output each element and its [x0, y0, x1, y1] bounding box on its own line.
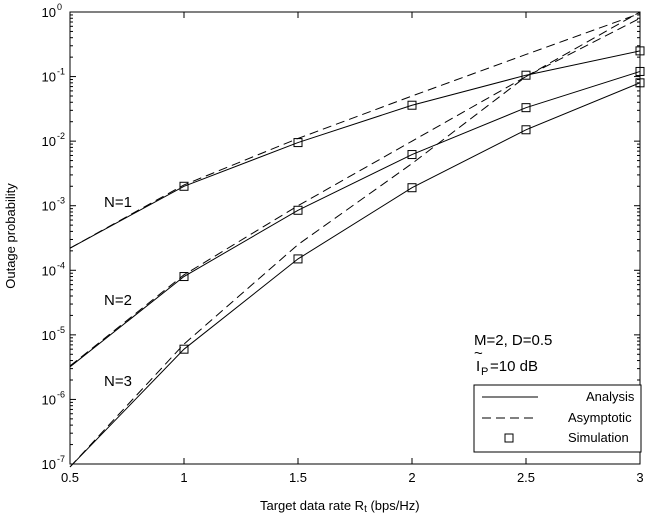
curve-label-n3: N=3	[104, 373, 132, 390]
simulation-marker-n1	[293, 138, 303, 148]
analysis-line-n2	[69, 70, 641, 368]
x-tick-label: 0.5	[61, 470, 79, 485]
params-tilde: ~	[474, 345, 483, 362]
y-tick-label: 10	[42, 70, 56, 85]
plot-frame	[69, 11, 641, 465]
asymptotic-line-n3	[69, 11, 641, 468]
y-tick-exponent: -1	[57, 67, 65, 77]
y-tick-exponent: -3	[57, 196, 65, 206]
axes-layer: 0.5 1 1.5 2 2.5 310-710-610-510-410-310-210-1…	[42, 2, 644, 485]
x-tick-label: 1.5	[289, 470, 307, 485]
x-tick-label: 2	[408, 470, 415, 485]
y-tick-label: 10	[42, 457, 56, 472]
analysis-line-n3	[69, 82, 641, 468]
params-text-line1: M=2, D=0.5	[474, 332, 552, 349]
y-tick-exponent: -6	[57, 389, 65, 399]
params-symbol: I	[476, 358, 480, 375]
y-tick-exponent: -2	[57, 131, 65, 141]
x-tick-label: 1	[180, 470, 187, 485]
simulation-marker-n1	[407, 100, 417, 110]
y-axis-label: Outage probability	[3, 183, 18, 289]
curve-label-n2: N=2	[104, 292, 132, 309]
legend-analysis-label: Analysis	[586, 389, 635, 404]
params-value: =10 dB	[490, 358, 538, 375]
y-tick-exponent: -4	[57, 260, 65, 270]
params-subscript: P	[481, 366, 488, 378]
y-tick-label: 10	[42, 199, 56, 214]
simulation-marker-n1	[179, 181, 189, 191]
legend-asymptotic-label: Asymptotic	[568, 410, 632, 425]
curves-layer	[69, 11, 641, 468]
simulation-marker-n3	[293, 254, 303, 264]
x-axis-label-main: Target data rate Rt (bps/Hz)	[260, 498, 420, 515]
y-tick-label: 10	[42, 392, 56, 407]
y-tick-exponent: 0	[57, 2, 62, 12]
y-tick-exponent: -5	[57, 325, 65, 335]
x-tick-label: 2.5	[517, 470, 535, 485]
asymptotic-line-n1	[69, 12, 641, 249]
y-tick-label: 10	[42, 328, 56, 343]
simulation-marker-n1	[521, 70, 531, 80]
legend-simulation-marker	[504, 433, 514, 443]
legend-simulation-label: Simulation	[568, 430, 629, 445]
analysis-line-n1	[69, 50, 641, 249]
y-tick-exponent: -7	[57, 454, 65, 464]
simulation-marker-n2	[521, 103, 531, 113]
simulation-marker-n2	[293, 205, 303, 215]
simulation-marker-n2	[179, 272, 189, 282]
simulation-marker-n3	[179, 344, 189, 354]
curve-label-n1: N=1	[104, 194, 132, 211]
params-text-line2: ~ I P =10 dB	[474, 345, 538, 378]
x-tick-label: 3	[636, 470, 643, 485]
simulation-marker-n3	[521, 125, 531, 135]
asymptotic-line-n2	[69, 17, 641, 367]
simulation-marker-n3	[407, 183, 417, 193]
legend: Analysis Asymptotic Simulation	[473, 384, 642, 453]
simulation-marker-n2	[407, 150, 417, 160]
y-tick-label: 10	[42, 134, 56, 149]
x-axis-label: Target data rate Rt (bps/Hz)	[260, 498, 420, 515]
y-tick-label: 10	[42, 263, 56, 278]
y-tick-label: 10	[42, 5, 56, 20]
markers-layer	[179, 46, 645, 354]
